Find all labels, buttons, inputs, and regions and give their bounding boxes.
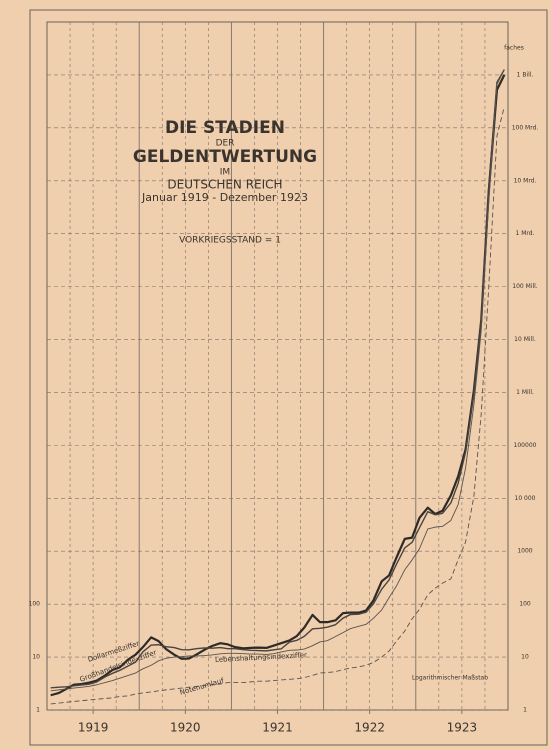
y-tick-label: 10 000 (515, 495, 536, 502)
subtitle: Januar 1919 - Dezember 1923 (141, 191, 308, 204)
y-tick-label-left: 10 (32, 654, 40, 661)
series-line (50, 106, 505, 705)
x-tick-label: 1920 (170, 721, 201, 735)
title-line: GELDENTWERTUNG (133, 147, 317, 167)
x-tick-label: 1923 (447, 721, 478, 735)
annotation: Logarithmischer Maßstab (412, 675, 488, 682)
y-tick-label: 1 Mill. (516, 389, 534, 396)
y-tick-label: 1 Bill. (517, 71, 534, 78)
annotation: VORKRIEGSSTAND = 1 (179, 236, 281, 246)
title-line: DIE STADIEN (165, 118, 285, 138)
y-tick-label: 100 (519, 601, 531, 608)
y-tick-label: 10 (521, 654, 529, 661)
y-unit: faches (504, 45, 524, 52)
grid (47, 22, 508, 714)
y-tick-label-left: 1 (36, 707, 40, 714)
y-tick-label: 1 Mrd. (516, 230, 535, 237)
labels: DIE STADIEN DER GELDENTWERTUNG IM DEUTSC… (29, 45, 539, 735)
series-line (50, 69, 505, 689)
series-line (50, 69, 505, 692)
outer-frame (29, 9, 548, 746)
y-tick-label: 10 Mrd. (514, 177, 537, 184)
y-tick-label: 1000 (517, 548, 532, 555)
y-tick-label-left: 100 (29, 601, 41, 608)
title-line: DEUTSCHEN REICH (167, 178, 282, 192)
x-tick-label: 1919 (78, 721, 109, 735)
y-tick-label: 100 Mill. (512, 283, 538, 290)
x-tick-label: 1921 (262, 721, 293, 735)
y-tick-label: 1 (523, 707, 527, 714)
title-line: DER (216, 139, 235, 149)
series-line (50, 74, 506, 697)
y-tick-label: 100 Mrd. (512, 124, 539, 131)
lines (50, 69, 506, 705)
title-line: IM (220, 168, 230, 178)
y-tick-label: 100000 (514, 442, 537, 449)
x-tick-label: 1922 (354, 721, 385, 735)
y-tick-label: 10 Mill. (514, 336, 536, 343)
